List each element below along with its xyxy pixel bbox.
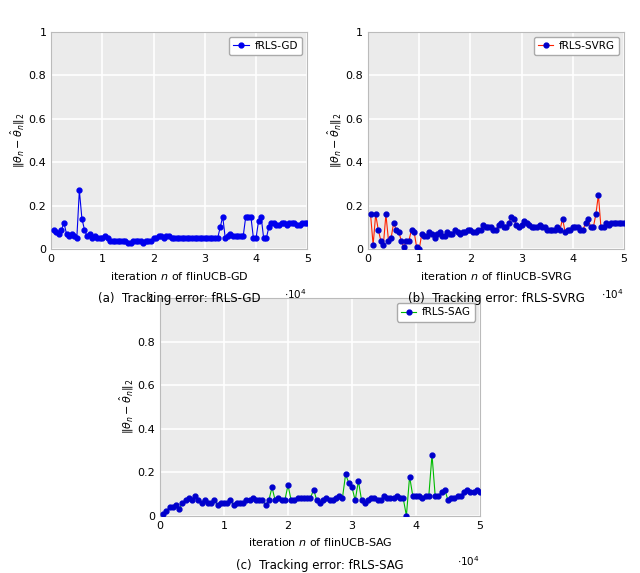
fRLS-SVRG [612, 219, 620, 226]
Line: fRLS-SVRG: fRLS-SVRG [368, 193, 627, 252]
fRLS-SAG [159, 510, 167, 517]
fRLS-SAG [233, 499, 241, 506]
fRLS-GD [101, 233, 109, 240]
fRLS-SVRG [428, 230, 436, 237]
Y-axis label: $\|\theta_n - \hat{\theta}_n\|_2$: $\|\theta_n - \hat{\theta}_n\|_2$ [326, 113, 344, 168]
fRLS-SAG [467, 488, 474, 495]
fRLS-SVRG [595, 191, 602, 198]
fRLS-SVRG [415, 246, 423, 253]
Y-axis label: $\|\theta_n - \hat{\theta}_n\|_2$: $\|\theta_n - \hat{\theta}_n\|_2$ [9, 113, 28, 168]
fRLS-GD [124, 240, 132, 246]
Text: (c)  Tracking error: fRLS-SAG: (c) Tracking error: fRLS-SAG [236, 559, 404, 572]
Text: (a)  Tracking error: fRLS-GD: (a) Tracking error: fRLS-GD [98, 292, 260, 305]
fRLS-GD [206, 235, 214, 242]
Text: $\cdot10^4$: $\cdot10^4$ [457, 554, 480, 568]
fRLS-SAG [220, 499, 228, 506]
fRLS-SVRG [520, 218, 528, 225]
fRLS-GD [111, 237, 119, 244]
fRLS-GD [303, 219, 311, 226]
X-axis label: iteration $n$ of flinUCB-SAG: iteration $n$ of flinUCB-SAG [248, 536, 392, 548]
Line: fRLS-SAG: fRLS-SAG [161, 452, 483, 518]
Text: (b)  Tracking error: fRLS-SVRG: (b) Tracking error: fRLS-SVRG [408, 292, 584, 305]
Legend: fRLS-SVRG: fRLS-SVRG [534, 37, 619, 55]
fRLS-GD [288, 219, 296, 226]
fRLS-GD [50, 226, 58, 233]
fRLS-SVRG [605, 222, 612, 229]
fRLS-SVRG [620, 219, 628, 226]
fRLS-SAG [476, 488, 484, 495]
fRLS-SVRG [500, 224, 508, 231]
fRLS-GD [76, 187, 83, 194]
Text: $\cdot10^4$: $\cdot10^4$ [601, 288, 624, 301]
X-axis label: iteration $n$ of flinUCB-GD: iteration $n$ of flinUCB-GD [110, 270, 248, 282]
X-axis label: iteration $n$ of flinUCB-SVRG: iteration $n$ of flinUCB-SVRG [420, 270, 572, 282]
Line: fRLS-GD: fRLS-GD [51, 188, 310, 245]
Legend: fRLS-SAG: fRLS-SAG [397, 303, 475, 321]
fRLS-SAG [323, 495, 330, 502]
fRLS-GD [296, 222, 303, 229]
fRLS-SAG [457, 493, 465, 500]
fRLS-SAG [348, 484, 356, 491]
fRLS-SVRG [418, 230, 426, 237]
Y-axis label: $\|\theta_n - \hat{\theta}_n\|_2$: $\|\theta_n - \hat{\theta}_n\|_2$ [118, 379, 136, 434]
fRLS-GD [186, 235, 193, 242]
fRLS-SAG [403, 512, 410, 519]
fRLS-SAG [428, 452, 436, 458]
Text: $\cdot10^4$: $\cdot10^4$ [284, 288, 307, 301]
Legend: fRLS-GD: fRLS-GD [229, 37, 302, 55]
fRLS-SVRG [367, 211, 374, 218]
